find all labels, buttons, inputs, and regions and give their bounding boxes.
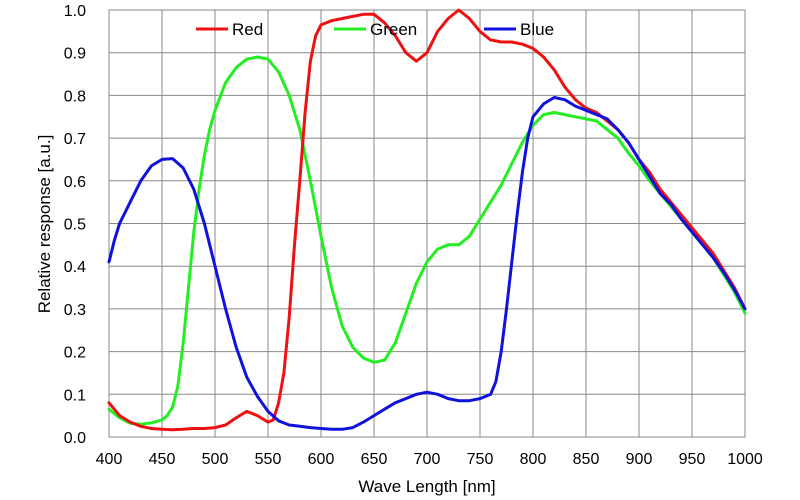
legend-label-blue: Blue — [520, 20, 554, 39]
y-tick-label: 1.0 — [64, 3, 86, 20]
series-lines — [107, 8, 747, 432]
y-tick-label: 0.8 — [64, 88, 86, 105]
tick-labels: 400 450 500 550 600 650 700 750 800 850 900 950 1000… — [64, 3, 763, 468]
y-tick-label: 0.1 — [64, 387, 86, 404]
x-tick-label: 700 — [414, 451, 441, 468]
y-tick-label: 0.4 — [64, 259, 86, 276]
y-tick-label: 0.3 — [64, 302, 86, 319]
legend: Red Green Blue — [196, 20, 554, 39]
y-tick-label: 0.2 — [64, 345, 86, 362]
plot-frame — [108, 9, 746, 438]
y-tick-label: 0.7 — [64, 131, 86, 148]
y-tick-label: 0.0 — [64, 430, 86, 447]
x-tick-label: 650 — [361, 451, 388, 468]
x-axis-label: Wave Length [nm] — [358, 477, 495, 496]
y-tick-label: 0.9 — [64, 46, 86, 63]
y-tick-label: 0.6 — [64, 174, 86, 191]
x-tick-label: 500 — [202, 451, 229, 468]
x-tick-label: 600 — [308, 451, 335, 468]
x-tick-label: 450 — [149, 451, 176, 468]
x-tick-label: 550 — [255, 451, 282, 468]
x-tick-label: 400 — [96, 451, 123, 468]
y-tick-label: 0.5 — [64, 217, 86, 234]
series-line-green — [107, 55, 747, 426]
x-tick-label: 750 — [467, 451, 494, 468]
x-tick-label: 1000 — [727, 451, 763, 468]
y-axis-label: Relative response [a.u.] — [35, 135, 54, 314]
x-tick-label: 800 — [520, 451, 547, 468]
x-tick-label: 850 — [573, 451, 600, 468]
grid — [108, 9, 746, 438]
x-tick-label: 900 — [626, 451, 653, 468]
legend-label-green: Green — [370, 20, 417, 39]
legend-label-red: Red — [232, 20, 263, 39]
series-line-blue — [107, 96, 747, 431]
x-tick-label: 950 — [679, 451, 706, 468]
